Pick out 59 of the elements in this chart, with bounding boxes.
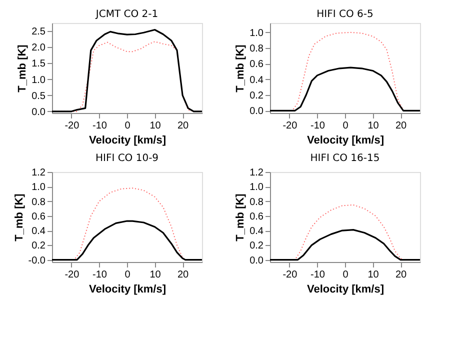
y-tick-label: 0.5 [32,90,46,102]
x-tick-label: 20 [395,120,408,132]
y-tick-label: 1.2 [250,168,264,178]
x-tick-label: -20 [282,120,298,132]
y-tick-label: 1.2 [32,168,46,178]
y-tick-label: 2.0 [32,42,46,54]
x-tick-label: 0 [342,120,349,132]
y-tick-label: 0.6 [32,211,46,222]
chart-title: HIFI CO 16-15 [310,153,380,164]
y-tick-label: 0.8 [250,44,264,55]
y-tick-label: 0.4 [250,226,264,238]
x-tick-label: 20 [177,120,190,132]
x-tick-label: 0 [124,270,131,280]
y-tick-label: 1.5 [32,58,46,70]
y-tick-label: 1.0 [250,182,264,194]
x-tick-label: 10 [368,120,380,132]
x-tick-label: 0 [124,120,131,132]
x-axis-title: Velocity [km/s] [306,284,384,296]
y-axis-title: T_mb [K] [13,193,26,242]
y-tick-label: 0.6 [250,59,264,70]
x-tick-label: 10 [150,270,162,280]
y-tick-label: 0.0 [32,106,46,118]
x-tick-label: -20 [282,270,298,280]
x-axis-title: Velocity [km/s] [88,134,166,146]
x-tick-label: 10 [368,270,380,280]
y-tick-label: 0.4 [250,74,264,86]
x-axis-title: Velocity [km/s] [306,134,384,146]
y-tick-label: 0.0 [250,255,264,266]
x-tick-label: 20 [177,270,190,280]
x-tick-label: 10 [150,120,162,132]
y-tick-label: 0.4 [32,226,46,238]
chart-title: JCMT CO 2-1 [94,9,158,20]
y-axis-title: T_mb [K] [234,44,247,92]
y-tick-label: 1.0 [32,182,46,194]
x-tick-label: 20 [395,270,408,280]
x-tick-label: -20 [64,270,80,280]
chart-title: HIFI CO 10-9 [95,153,159,164]
y-tick-label: 0.2 [32,240,46,252]
chart-title: HIFI CO 6-5 [316,9,374,20]
x-tick-label: -10 [310,120,326,132]
y-tick-label: 0.0 [250,106,264,118]
y-tick-label: 0.2 [250,90,264,102]
y-axis-title: T_mb [K] [234,193,247,242]
y-tick-label: 0.2 [250,240,264,252]
y-tick-label: 0.8 [250,196,264,208]
x-tick-label: -10 [92,120,108,132]
y-tick-label: 0.8 [32,196,46,208]
y-tick-label: 1.0 [250,28,264,39]
x-tick-label: 0 [342,270,349,280]
y-tick-label: 2.5 [32,26,46,38]
x-tick-label: -20 [64,120,80,132]
x-tick-label: -10 [310,270,326,280]
y-axis-title: T_mb [K] [16,44,29,92]
x-axis-title: Velocity [km/s] [88,284,166,296]
line-series [270,66,420,112]
y-tick-label: 0.6 [250,211,264,222]
y-tick-label: 1.0 [32,74,46,86]
y-tick-label: -0.0 [28,255,46,266]
x-tick-label: -10 [92,270,108,280]
